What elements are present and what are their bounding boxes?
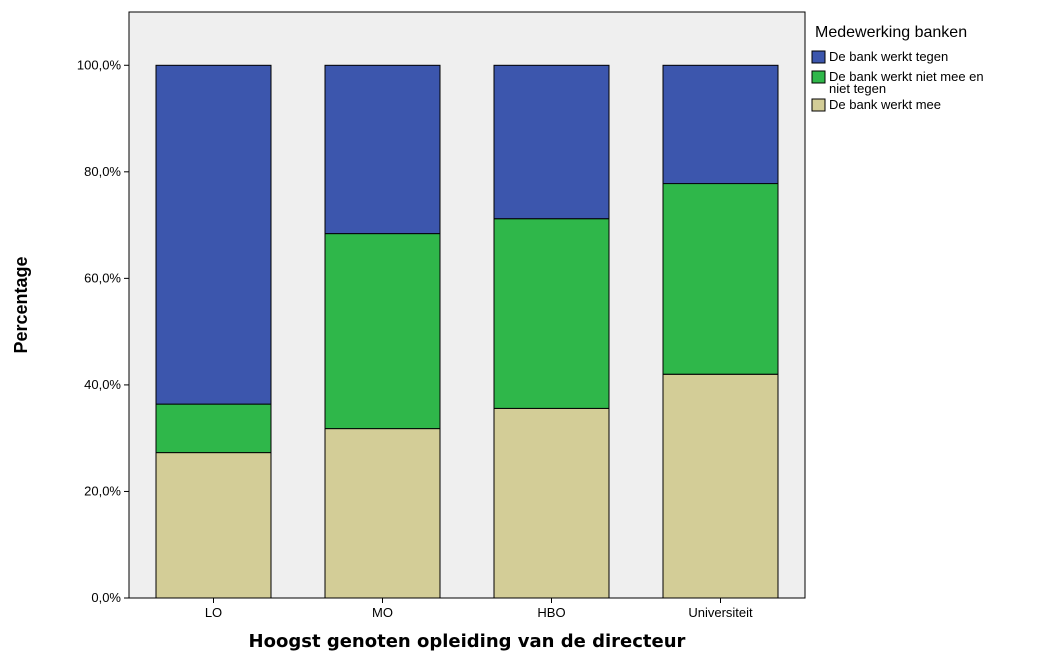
y-tick-label: 0,0% bbox=[91, 590, 121, 605]
legend: Medewerking banken De bank werkt tegen De… bbox=[811, 24, 984, 112]
legend-label: De bank werkt niet mee en bbox=[829, 69, 984, 84]
bar-universiteit-series-2 bbox=[662, 64, 779, 185]
bar-lo-series-2 bbox=[155, 64, 272, 405]
bar-lo-series-1 bbox=[155, 403, 272, 454]
y-tick-label: 20,0% bbox=[84, 483, 121, 498]
y-axis: 0,0% 20,0% 40,0% 60,0% 80,0% 100,0% bbox=[77, 12, 130, 605]
x-axis: LO MO HBO Universiteit bbox=[205, 598, 753, 620]
x-tick-label: HBO bbox=[537, 605, 565, 620]
x-tick-label: Universiteit bbox=[688, 605, 753, 620]
legend-swatch bbox=[811, 70, 826, 84]
y-tick-label: 40,0% bbox=[84, 377, 121, 392]
bar-mo-series-1 bbox=[324, 233, 441, 430]
legend-label: De bank werkt mee bbox=[829, 97, 941, 112]
x-tick-label: LO bbox=[205, 605, 222, 620]
legend-swatch bbox=[811, 50, 826, 64]
bar-mo-series-0 bbox=[324, 428, 441, 599]
bar-hbo-series-0 bbox=[493, 407, 610, 599]
y-tick-label: 80,0% bbox=[84, 164, 121, 179]
legend-swatch bbox=[811, 98, 826, 112]
y-tick-label: 60,0% bbox=[84, 270, 121, 285]
legend-label: De bank werkt tegen bbox=[829, 49, 948, 64]
bar-universiteit-series-0 bbox=[662, 373, 779, 599]
bars-group bbox=[155, 64, 779, 599]
y-axis-title: Percentage bbox=[11, 256, 31, 353]
x-axis-title: Hoogst genoten opleiding van de directeu… bbox=[249, 631, 686, 652]
x-tick-label: MO bbox=[372, 605, 393, 620]
legend-label: niet tegen bbox=[829, 81, 886, 96]
legend-title: Medewerking banken bbox=[815, 24, 967, 41]
y-tick-label: 100,0% bbox=[77, 57, 122, 72]
bar-hbo-series-1 bbox=[493, 218, 610, 409]
bar-lo-series-0 bbox=[155, 452, 272, 599]
bar-universiteit-series-1 bbox=[662, 183, 779, 375]
bar-mo-series-2 bbox=[324, 64, 441, 235]
bar-hbo-series-2 bbox=[493, 64, 610, 220]
